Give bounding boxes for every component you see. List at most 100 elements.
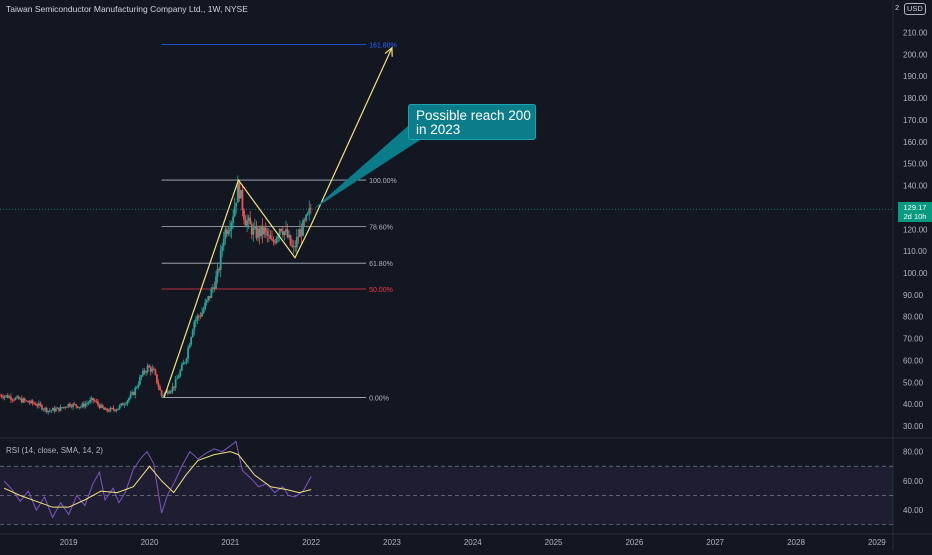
- candle-body: [134, 387, 137, 395]
- candle-body: [58, 407, 60, 411]
- candle-body: [226, 229, 228, 234]
- candle-body: [42, 409, 45, 411]
- candle-body: [101, 404, 104, 408]
- candle-body: [305, 214, 308, 221]
- price-axis-tick: 30.00: [903, 422, 924, 431]
- candle-body: [67, 403, 70, 407]
- candle-body: [303, 220, 306, 222]
- price-axis-tick: 210.00: [903, 28, 928, 37]
- candle-body: [97, 401, 99, 405]
- candle-body: [23, 398, 26, 401]
- candle-body: [64, 406, 67, 408]
- candle-body: [44, 407, 46, 410]
- candle-body: [210, 288, 213, 298]
- fib-level-label: 161.80%: [369, 43, 397, 50]
- last-price-tag: 129.17 2d 10h: [898, 202, 932, 222]
- candle-body: [208, 296, 211, 298]
- candle-body: [288, 235, 290, 238]
- candle-body: [168, 392, 171, 394]
- candle-body: [264, 227, 267, 231]
- rsi-axis-tick: 40.00: [903, 506, 924, 515]
- candle-body: [309, 208, 312, 210]
- candle-body: [65, 406, 68, 408]
- candle-body: [76, 406, 79, 408]
- time-axis-tick: 2028: [787, 538, 805, 547]
- time-axis-tick: 2025: [545, 538, 563, 547]
- candle-body: [297, 236, 300, 238]
- candle-body: [212, 287, 214, 289]
- price-axis-tick: 200.00: [903, 50, 928, 59]
- rsi-indicator-label[interactable]: RSI (14, close, SMA, 14, 2): [6, 446, 103, 455]
- candle-body: [198, 315, 200, 317]
- candle-body: [41, 405, 43, 410]
- candle-body: [104, 408, 107, 410]
- candle-body: [87, 402, 90, 404]
- candle-body: [154, 369, 157, 375]
- candle-body: [241, 189, 244, 211]
- candle-body: [70, 406, 73, 408]
- candle-body: [196, 315, 199, 320]
- candle-body: [142, 370, 144, 376]
- candle-body: [5, 395, 8, 397]
- annotation-callout[interactable]: Possible reach 200 in 2023: [408, 104, 536, 140]
- candle-body: [69, 403, 71, 407]
- candle-body: [243, 210, 245, 220]
- rsi-axis-tick: 60.00: [903, 477, 924, 486]
- candle-body: [151, 368, 154, 372]
- candle-body: [22, 398, 25, 403]
- candle-body: [184, 362, 186, 364]
- candle-body: [9, 396, 12, 400]
- candle-body: [137, 384, 140, 388]
- candle-body: [202, 309, 205, 313]
- candle-body: [120, 403, 123, 406]
- candle-body: [79, 406, 82, 408]
- candle-body: [253, 226, 256, 228]
- candle-body: [230, 222, 233, 230]
- price-axis-tick: 40.00: [903, 400, 924, 409]
- callout-line-1: Possible reach 200: [416, 108, 531, 123]
- price-axis-tick: 90.00: [903, 291, 924, 300]
- candle-body: [148, 365, 151, 368]
- candle-body: [179, 370, 182, 377]
- candle-body: [55, 408, 57, 412]
- candle-body: [17, 396, 20, 400]
- candle-body: [132, 392, 135, 395]
- candle-body: [31, 400, 34, 404]
- candle-body: [114, 409, 116, 411]
- time-axis-tick: 2020: [141, 538, 159, 547]
- candle-body: [300, 229, 303, 236]
- candle-body: [306, 212, 309, 215]
- candle-body: [239, 189, 242, 199]
- price-axis-tick: 50.00: [903, 378, 924, 387]
- time-axis-tick: 2027: [706, 538, 724, 547]
- candle-body: [295, 236, 298, 248]
- candle-body: [106, 408, 109, 411]
- candle-body: [194, 319, 197, 322]
- price-axis-tick: 120.00: [903, 225, 928, 234]
- candle-body: [84, 403, 87, 407]
- candle-body: [89, 399, 92, 403]
- time-axis-tick: 2024: [464, 538, 482, 547]
- candle-body: [8, 396, 11, 398]
- candle-body: [112, 408, 115, 410]
- candle-body: [219, 250, 222, 270]
- candle-body: [3, 396, 6, 398]
- price-axis-tick: 160.00: [903, 138, 928, 147]
- candle-body: [146, 365, 149, 373]
- candle-body: [78, 407, 81, 408]
- candle-body: [236, 182, 239, 203]
- candle-body: [258, 228, 261, 237]
- rsi-line: [3, 440, 312, 519]
- candle-body: [191, 330, 194, 338]
- currency-badge[interactable]: USD: [904, 3, 926, 15]
- time-axis-tick: 2029: [868, 538, 886, 547]
- candle-body: [83, 403, 85, 407]
- candle-body: [110, 407, 113, 409]
- candle-body: [269, 235, 272, 239]
- candle-body: [216, 269, 219, 277]
- candle-body: [176, 378, 179, 380]
- candle-body: [2, 396, 5, 398]
- candle-body: [249, 217, 252, 225]
